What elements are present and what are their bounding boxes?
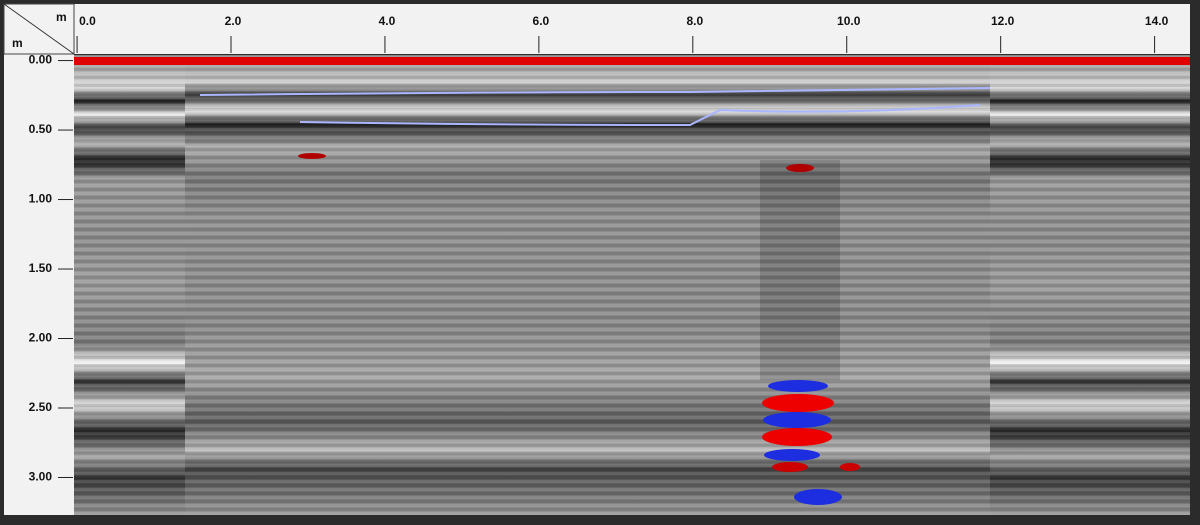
- hyperbola-zone: [760, 160, 840, 380]
- y-tick-label: 3.00: [29, 470, 53, 484]
- x-tick-label: 14.0: [1145, 14, 1169, 28]
- blob: [768, 380, 828, 392]
- blob: [840, 463, 860, 471]
- y-tick-label: 2.50: [29, 400, 53, 414]
- surface-line: [74, 57, 1190, 65]
- y-tick-label: 1.00: [29, 192, 53, 206]
- blob: [786, 164, 814, 172]
- blob: [762, 428, 832, 446]
- y-tick-label: 0.00: [29, 53, 53, 67]
- blob: [764, 449, 820, 461]
- x-ruler: [74, 4, 1190, 54]
- y-unit: m: [12, 36, 23, 50]
- x-tick-label: 6.0: [533, 14, 550, 28]
- blob: [762, 394, 834, 412]
- x-tick-label: 0.0: [79, 14, 96, 28]
- blob: [298, 153, 326, 159]
- scan-texture: [74, 55, 1190, 515]
- y-tick-label: 0.50: [29, 122, 53, 136]
- x-unit: m: [56, 10, 67, 24]
- x-tick-label: 12.0: [991, 14, 1015, 28]
- blob: [794, 489, 842, 505]
- blob: [772, 462, 808, 472]
- x-tick-label: 4.0: [379, 14, 396, 28]
- y-ruler: [4, 54, 74, 515]
- blue-reflector: [199, 87, 991, 96]
- y-tick-label: 1.50: [29, 261, 53, 275]
- y-tick-label: 2.00: [29, 331, 53, 345]
- corner-diagonal: [3, 3, 75, 55]
- x-tick-label: 8.0: [686, 14, 703, 28]
- blue-reflector: [299, 104, 981, 127]
- x-tick-label: 10.0: [837, 14, 861, 28]
- radargram-image: [74, 55, 1190, 515]
- x-tick-label: 2.0: [225, 14, 242, 28]
- blob: [763, 412, 831, 428]
